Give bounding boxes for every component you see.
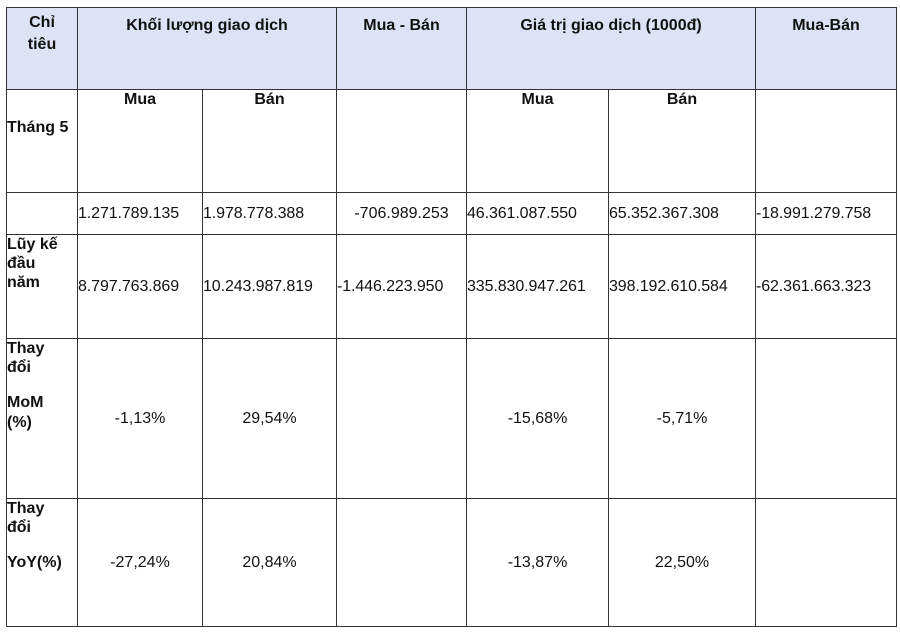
row-ytd-label-line2: đầu xyxy=(7,255,36,273)
cell-ytd-buy-volume: 8.797.763.869 xyxy=(77,234,203,339)
cell-month-net-value: -18.991.279.758 xyxy=(755,192,897,235)
subheader-sell-value: Bán xyxy=(608,89,756,193)
row-mom-label-line3: MoM xyxy=(7,394,44,412)
cell-ytd-net-volume: -1.446.223.950 xyxy=(336,234,467,339)
cell-ytd-net-value: -62.361.663.323 xyxy=(755,234,897,339)
header-value: Giá trị giao dịch (1000đ) xyxy=(466,7,756,90)
header-indicator-line2: tiêu xyxy=(27,35,57,53)
subheader-buy-value: Mua xyxy=(466,89,609,193)
row-yoy-label: Thay đổi YoY(%) xyxy=(6,498,78,627)
cell-month-sell-volume: 1.978.778.388 xyxy=(202,192,337,235)
subheader-empty-2 xyxy=(755,89,897,193)
table-row-mom: Thay đổi MoM (%) -1,13% 29,54% -15,68% -… xyxy=(6,338,897,499)
cell-yoy-net-value xyxy=(755,498,897,627)
row-ytd-label-line1: Lũy kế xyxy=(7,236,58,253)
period-label: Tháng 5 xyxy=(6,89,78,193)
cell-ytd-buy-value: 335.830.947.261 xyxy=(466,234,609,339)
table-row-ytd: Lũy kế đầu năm 8.797.763.869 10.243.987.… xyxy=(6,234,897,339)
cell-mom-buy-value: -15,68% xyxy=(466,338,609,499)
header-indicator: Chỉ tiêu xyxy=(6,7,78,90)
row-yoy-label-line2: đổi xyxy=(7,519,32,537)
row-mom-label-line1: Thay xyxy=(7,340,45,357)
trading-table: Chỉ tiêu Khối lượng giao dịch Mua - Bán … xyxy=(6,7,897,627)
subheader-sell-volume: Bán xyxy=(202,89,337,193)
row-mom-label-line4: (%) xyxy=(7,413,32,431)
cell-mom-sell-value: -5,71% xyxy=(608,338,756,499)
row-mom-label-line2: đổi xyxy=(7,359,32,377)
cell-ytd-sell-volume: 10.243.987.819 xyxy=(202,234,337,339)
row-ytd-label: Lũy kế đầu năm xyxy=(6,234,78,339)
cell-month-buy-volume: 1.271.789.135 xyxy=(77,192,203,235)
subheader-buy-volume: Mua xyxy=(77,89,203,193)
cell-mom-net-volume xyxy=(336,338,467,499)
cell-mom-buy-volume: -1,13% xyxy=(77,338,203,499)
cell-month-buy-value: 46.361.087.550 xyxy=(466,192,609,235)
cell-mom-net-value xyxy=(755,338,897,499)
header-net-volume: Mua - Bán xyxy=(336,7,467,90)
header-volume: Khối lượng giao dịch xyxy=(77,7,337,90)
cell-mom-sell-volume: 29,54% xyxy=(202,338,337,499)
cell-yoy-sell-value: 22,50% xyxy=(608,498,756,627)
cell-yoy-buy-value: -13,87% xyxy=(466,498,609,627)
subheader-row: Tháng 5 Mua Bán Mua Bán xyxy=(6,89,897,193)
cell-month-sell-value: 65.352.367.308 xyxy=(608,192,756,235)
table-row-month: 1.271.789.135 1.978.778.388 -706.989.253… xyxy=(6,192,897,235)
header-indicator-line1: Chỉ xyxy=(29,14,55,31)
row-month-label xyxy=(6,192,78,235)
table-row-yoy: Thay đổi YoY(%) -27,24% 20,84% -13,87% 2… xyxy=(6,498,897,627)
row-yoy-label-line3: YoY(%) xyxy=(7,554,62,572)
cell-yoy-sell-volume: 20,84% xyxy=(202,498,337,627)
header-net-value: Mua-Bán xyxy=(755,7,897,90)
header-row: Chỉ tiêu Khối lượng giao dịch Mua - Bán … xyxy=(6,7,897,90)
cell-ytd-sell-value: 398.192.610.584 xyxy=(608,234,756,339)
row-yoy-label-line1: Thay xyxy=(7,500,45,517)
cell-month-net-volume: -706.989.253 xyxy=(336,192,467,235)
row-mom-label: Thay đổi MoM (%) xyxy=(6,338,78,499)
cell-yoy-net-volume xyxy=(336,498,467,627)
subheader-empty-1 xyxy=(336,89,467,193)
cell-yoy-buy-volume: -27,24% xyxy=(77,498,203,627)
row-ytd-label-line3: năm xyxy=(7,274,40,292)
